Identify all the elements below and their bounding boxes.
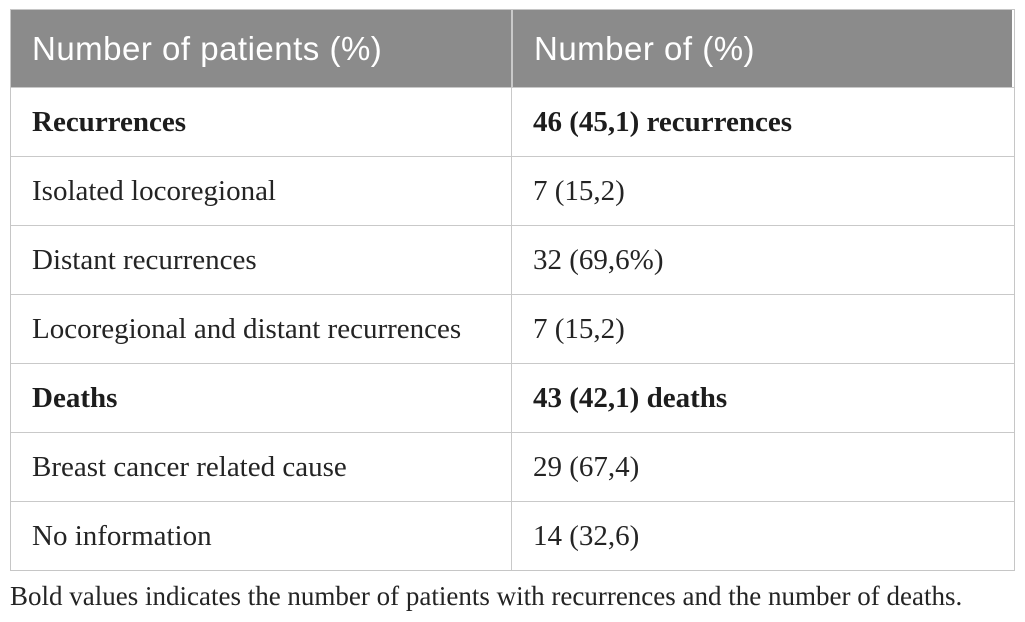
row-value: 46 (45,1) recurrences — [511, 87, 1014, 156]
table-row-breast-cancer-cause: Breast cancer related cause 29 (67,4) — [11, 432, 1014, 501]
row-label: Deaths — [11, 363, 511, 432]
row-value: 14 (32,6) — [511, 501, 1014, 570]
table-row-no-information: No information 14 (32,6) — [11, 501, 1014, 570]
row-value: 7 (15,2) — [511, 294, 1014, 363]
row-label: No information — [11, 501, 511, 570]
row-value: 7 (15,2) — [511, 156, 1014, 225]
table-row-isolated-locoregional: Isolated locoregional 7 (15,2) — [11, 156, 1014, 225]
column-header-patients: Number of patients (%) — [11, 10, 511, 87]
row-label: Locoregional and distant recurrences — [11, 294, 511, 363]
row-label: Distant recurrences — [11, 225, 511, 294]
table-header: Number of patients (%) Number of (%) — [11, 10, 1014, 87]
row-value: 29 (67,4) — [511, 432, 1014, 501]
row-label: Breast cancer related cause — [11, 432, 511, 501]
column-header-number: Number of (%) — [511, 10, 1014, 87]
row-label: Isolated locoregional — [11, 156, 511, 225]
row-value: 32 (69,6%) — [511, 225, 1014, 294]
table-row-distant-recurrences: Distant recurrences 32 (69,6%) — [11, 225, 1014, 294]
row-label: Recurrences — [11, 87, 511, 156]
row-value: 43 (42,1) deaths — [511, 363, 1014, 432]
table-row-deaths: Deaths 43 (42,1) deaths — [11, 363, 1014, 432]
outcomes-table: Number of patients (%) Number of (%) Rec… — [10, 9, 1015, 571]
table-row-recurrences: Recurrences 46 (45,1) recurrences — [11, 87, 1014, 156]
table-footnote: Bold values indicates the number of pati… — [10, 581, 963, 611]
table-row-locoregional-and-distant: Locoregional and distant recurrences 7 (… — [11, 294, 1014, 363]
